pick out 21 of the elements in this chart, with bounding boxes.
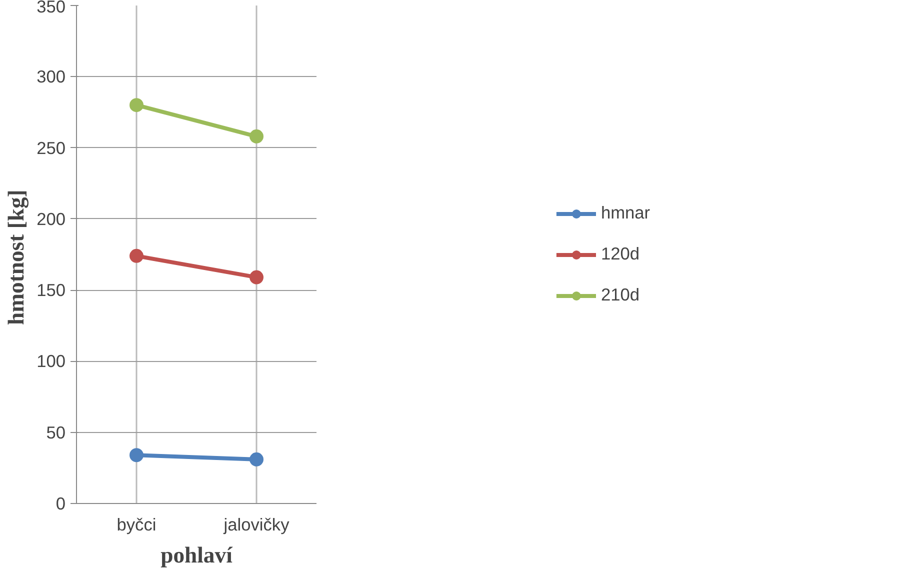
y-tick-label: 100	[36, 351, 66, 372]
point	[130, 448, 144, 462]
point	[250, 270, 264, 284]
point	[130, 248, 144, 263]
x-tick-label: jalovičky	[222, 514, 290, 534]
point	[250, 129, 264, 144]
y-tick-label: 150	[36, 280, 66, 300]
x-tick-label: byčci	[116, 514, 156, 534]
y-tick-label: 350	[36, 0, 66, 16]
y-tick-label: 200	[36, 208, 66, 229]
y-tick-label: 0	[56, 494, 66, 514]
legend-label: hmnar	[600, 202, 650, 224]
y-axis-title: hmotnost [kg]	[4, 190, 29, 325]
point	[130, 98, 144, 112]
y-tick-label: 250	[36, 138, 66, 158]
y-tick-label: 50	[46, 422, 66, 442]
x-axis-title: pohlaví	[160, 542, 234, 568]
point	[250, 452, 264, 466]
legend-label: 120d	[600, 244, 640, 264]
legend-label: 210d	[600, 284, 640, 306]
y-tick-label: 300	[36, 66, 66, 87]
